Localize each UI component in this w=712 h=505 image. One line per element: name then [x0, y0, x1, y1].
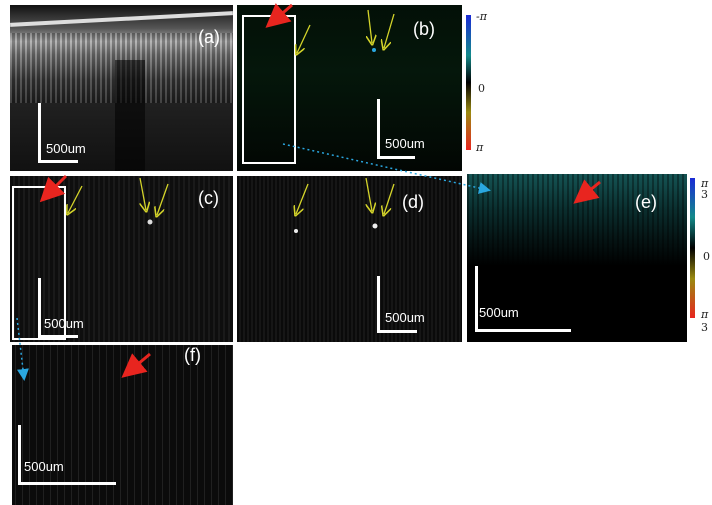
scale-bar-horizontal: [475, 329, 571, 332]
yellow-arrow-b3: [384, 13, 395, 48]
scale-bar-vertical: [377, 99, 380, 157]
colorbar-b-mid-label: 0: [478, 82, 485, 95]
panel-label: (d): [402, 192, 424, 212]
bright-spot: [147, 219, 153, 225]
scale-bar-label: 500um: [46, 141, 86, 156]
red-arrow-c: [39, 174, 68, 203]
scale-bar-horizontal: [377, 156, 415, 159]
yellow-arrow-c1: [68, 185, 83, 213]
scale-bar-vertical: [377, 276, 380, 332]
red-arrow-b: [265, 3, 293, 28]
colorbar-b-bottom-label: π: [476, 141, 484, 154]
scale-bar-horizontal: [18, 482, 116, 485]
connector-arrow-c-to-f: [16, 317, 29, 381]
yellow-arrow-c3: [157, 183, 169, 215]
scale-bar-label: 500um: [479, 305, 519, 320]
bright-spot: [372, 48, 376, 52]
scale-bar-vertical: [18, 425, 21, 483]
scale-bar-vertical: [38, 278, 41, 336]
yellow-arrow-b1: [297, 24, 311, 53]
red-arrow-f: [121, 352, 151, 378]
yellow-arrow-d2: [365, 177, 372, 211]
yellow-arrow-c2: [139, 177, 146, 210]
panel-label: (a): [198, 27, 220, 47]
colorbar-b-top-label: -π: [476, 10, 487, 23]
panel-c: (c) 500um: [10, 176, 233, 342]
scale-bar-horizontal: [377, 330, 417, 333]
scale-bar-label: 500um: [385, 310, 425, 325]
shadow-band: [115, 60, 145, 171]
scale-bar-vertical: [38, 103, 41, 161]
panel-b: (b) 500um: [237, 5, 462, 171]
yellow-arrow-d1: [296, 183, 309, 214]
scale-bar-label: 500um: [385, 136, 425, 151]
panel-a: (a) 500um: [10, 5, 233, 171]
scale-bar-horizontal: [38, 335, 78, 338]
red-arrow-e: [573, 179, 601, 204]
panel-label: (e): [635, 192, 657, 212]
yellow-arrow-d3: [384, 183, 395, 214]
panel-label: (f): [184, 345, 201, 365]
bright-spot: [294, 229, 298, 233]
colorbar-e: [690, 178, 695, 318]
scale-bar-vertical: [475, 266, 478, 330]
connector-arrow-b-to-e: [282, 143, 491, 194]
selection-box: [12, 186, 66, 340]
panel-label: (c): [198, 188, 219, 208]
panel-d: (d) 500um: [237, 176, 462, 342]
panel-label: (b): [413, 19, 435, 39]
bright-spot: [372, 223, 378, 229]
scale-bar-label: 500um: [44, 316, 84, 331]
colorbar-e-mid-label: 0: [703, 250, 710, 263]
colorbar-b: [466, 15, 471, 150]
scale-bar-horizontal: [38, 160, 78, 163]
yellow-arrow-b2: [368, 9, 372, 43]
scale-bar-label: 500um: [24, 459, 64, 474]
